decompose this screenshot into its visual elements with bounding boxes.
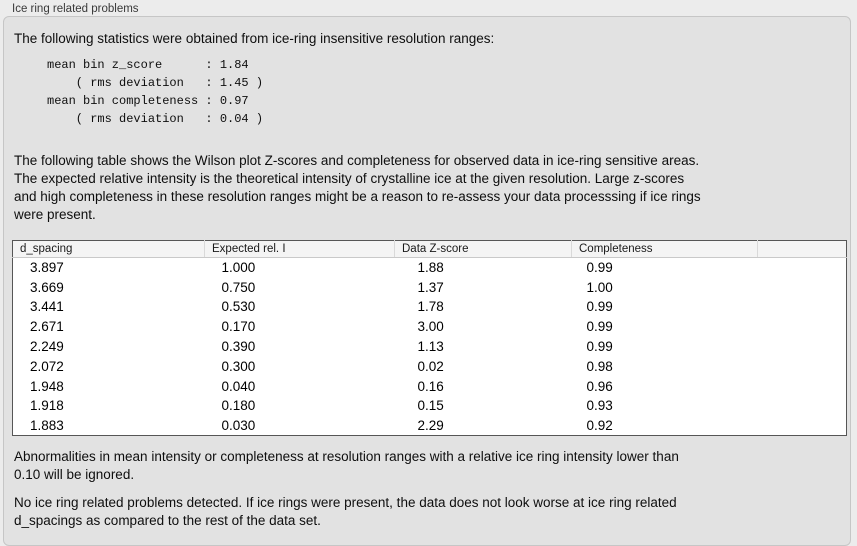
table-cell (758, 297, 847, 317)
table-cell: 0.750 (221, 279, 256, 295)
table-cell: 0.96 (586, 378, 613, 394)
table-cell: 0.180 (221, 398, 256, 414)
stats-block: mean bin z_score : 1.84 ( rms deviation … (47, 58, 264, 126)
table-cell: 1.13 (417, 339, 444, 355)
ice-ring-table[interactable]: d_spacing Expected rel. I Data Z-score Comp… (12, 240, 847, 437)
conclusion-text: No ice ring related problems detected. I… (14, 495, 677, 529)
table-cell: 0.300 (221, 358, 256, 374)
table-row[interactable]: 2.671 0.170 3.00 0.99 (13, 317, 847, 337)
table-cell: 0.99 (586, 299, 613, 315)
table-cell: 1.883 (30, 418, 64, 434)
table-cell: 3.00 (417, 319, 444, 335)
table-cell: 3.897 (30, 260, 64, 276)
table-row[interactable]: 1.948 0.040 0.16 0.96 (13, 376, 847, 396)
table-cell: 1.918 (30, 398, 64, 414)
column-header-d-spacing[interactable]: d_spacing (12, 240, 205, 258)
table-cell: 0.040 (221, 378, 256, 394)
table-cell: 0.170 (221, 319, 256, 335)
table-cell: 0.030 (221, 418, 256, 434)
table-cell (758, 258, 847, 278)
column-header-completeness[interactable]: Completeness (571, 240, 758, 258)
table-row[interactable]: 3.441 0.530 1.78 0.99 (13, 297, 847, 317)
table-cell: 2.249 (30, 339, 64, 355)
table-cell: 1.948 (30, 378, 64, 394)
table-cell: 2.671 (30, 319, 64, 335)
table-cell: 3.669 (30, 279, 64, 295)
table-cell: 1.88 (417, 260, 444, 276)
groupbox-title: Ice ring related problems (12, 3, 139, 15)
intro-text: The following statistics were obtained f… (14, 31, 495, 46)
table-row[interactable]: 1.883 0.030 2.29 0.92 (13, 416, 847, 436)
table-cell (758, 376, 847, 396)
table-cell: 1.000 (221, 260, 256, 276)
table-cell (758, 396, 847, 416)
table-cell: 0.16 (417, 378, 444, 394)
table-cell: 0.93 (586, 398, 613, 414)
table-cell: 0.15 (417, 398, 444, 414)
table-cell (758, 416, 847, 436)
table-row[interactable]: 3.897 1.000 1.88 0.99 (13, 258, 847, 278)
table-cell: 0.99 (586, 260, 613, 276)
table-cell: 3.441 (30, 299, 64, 315)
table-cell: 0.98 (586, 358, 613, 374)
table-header-row: d_spacing Expected rel. I Data Z-score Comp… (12, 240, 847, 258)
table-cell: 0.99 (586, 319, 613, 335)
table-cell: 0.92 (586, 418, 613, 434)
table-cell (758, 277, 847, 297)
table-description: The following table shows the Wilson plo… (14, 153, 701, 222)
table-row[interactable]: 3.669 0.750 1.37 1.00 (13, 277, 847, 297)
table-row[interactable]: 1.918 0.180 0.15 0.93 (13, 396, 847, 416)
table-cell (758, 356, 847, 376)
table-cell: 2.072 (30, 358, 64, 374)
ice-ring-panel: The following statistics were obtained f… (3, 16, 851, 546)
column-header-expected-rel-i[interactable]: Expected rel. I (204, 240, 395, 258)
table-cell: 0.02 (417, 358, 444, 374)
table-cell: 0.99 (586, 339, 613, 355)
table-row[interactable]: 2.072 0.300 0.02 0.98 (13, 356, 847, 376)
table-cell: 0.530 (221, 299, 256, 315)
table-row[interactable]: 2.249 0.390 1.13 0.99 (13, 337, 847, 357)
table-cell (758, 317, 847, 337)
table-cell: 1.00 (586, 279, 613, 295)
table-cell (758, 337, 847, 357)
table-cell: 1.37 (417, 279, 444, 295)
column-header-data-z-score[interactable]: Data Z-score (394, 240, 572, 258)
column-header-empty[interactable] (757, 240, 847, 258)
ignore-note: Abnormalities in mean intensity or compl… (14, 449, 679, 483)
table-cell: 0.390 (221, 339, 256, 355)
table-cell: 2.29 (417, 418, 444, 434)
table-cell: 1.78 (417, 299, 444, 315)
